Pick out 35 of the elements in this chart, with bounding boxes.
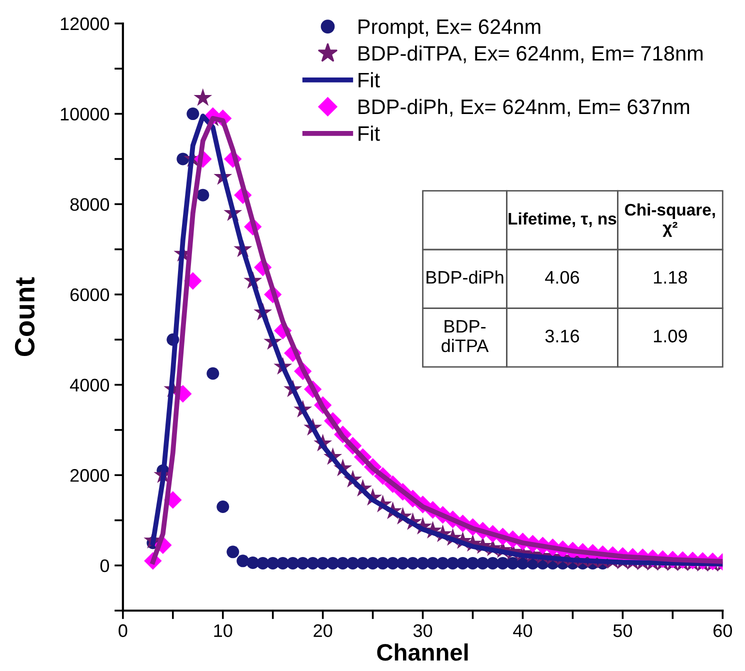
y-tick-label: 10000	[60, 108, 110, 121]
y-tick-label: 8000	[70, 198, 110, 211]
x-tick-label: 20	[314, 624, 332, 638]
y-tick-label: 0	[100, 559, 110, 572]
annotation: Lifetime, τ, ns	[508, 212, 616, 228]
y-tick-label: 2000	[70, 469, 110, 482]
annotation: 1.09	[654, 330, 687, 342]
annotation: BDP- diTPA	[442, 320, 489, 352]
y-tick-label: 4000	[70, 378, 110, 392]
x-axis-title: Channel	[377, 643, 468, 661]
x-tick-label: 30	[413, 624, 432, 638]
annotation: 3.16	[545, 330, 579, 342]
x-tick-label: 10	[214, 624, 232, 638]
legend-label: Prompt, Ex= 624nm	[358, 19, 540, 38]
x-tick-label: 0	[118, 624, 128, 638]
point	[206, 367, 220, 380]
point	[186, 108, 200, 120]
annotation: BDP-diPh	[426, 270, 504, 284]
x-tick-label: 50	[613, 624, 632, 638]
y-axis-title: Count	[14, 277, 35, 356]
annotation: 1.18	[654, 270, 687, 284]
legend-label: Fit	[358, 72, 380, 88]
y-tick-label: 6000	[70, 288, 110, 302]
annotation: Chi-square, χ²	[625, 203, 715, 237]
x-tick-label: 60	[714, 624, 732, 638]
x-tick-label: 40	[513, 624, 532, 638]
legend-label: BDP-diPh, Ex= 624nm, Em= 637nm	[358, 98, 690, 117]
legend-label: Fit	[358, 126, 380, 141]
y-tick-label: 12000	[60, 17, 110, 30]
point	[226, 546, 240, 558]
point	[194, 88, 212, 106]
point	[196, 188, 210, 202]
point	[216, 500, 230, 513]
annotation: 4.06	[545, 270, 579, 284]
legend-label: BDP-diTPA, Ex= 624nm, Em= 718nm	[358, 45, 703, 64]
